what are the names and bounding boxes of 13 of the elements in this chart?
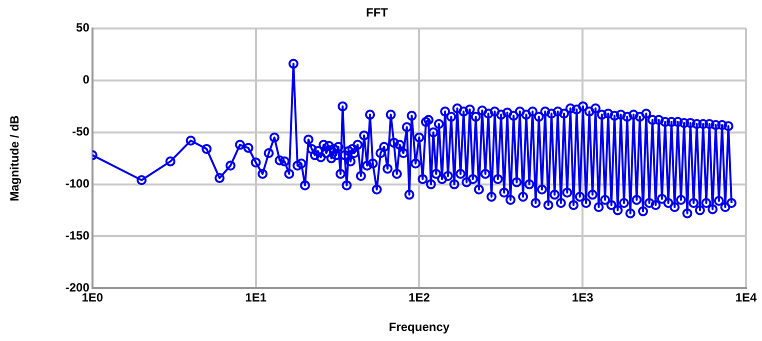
- chart-title: FFT: [366, 6, 389, 20]
- y-axis-title: Magnitude / dB: [8, 114, 22, 202]
- x-tick-label: 1E1: [245, 290, 267, 305]
- x-tick-label: 1E4: [735, 290, 757, 305]
- x-tick-label: 1E0: [82, 290, 104, 305]
- y-tick-label: 0: [82, 72, 90, 87]
- x-tick-label: 1E2: [408, 290, 430, 305]
- y-tick-label: -50: [72, 124, 90, 139]
- y-tick-label: 50: [76, 20, 90, 35]
- x-tick-label: 1E3: [572, 290, 594, 305]
- x-axis-title: Frequency: [388, 320, 450, 334]
- y-tick-label: -150: [65, 228, 90, 243]
- y-tick-label: -100: [65, 176, 90, 191]
